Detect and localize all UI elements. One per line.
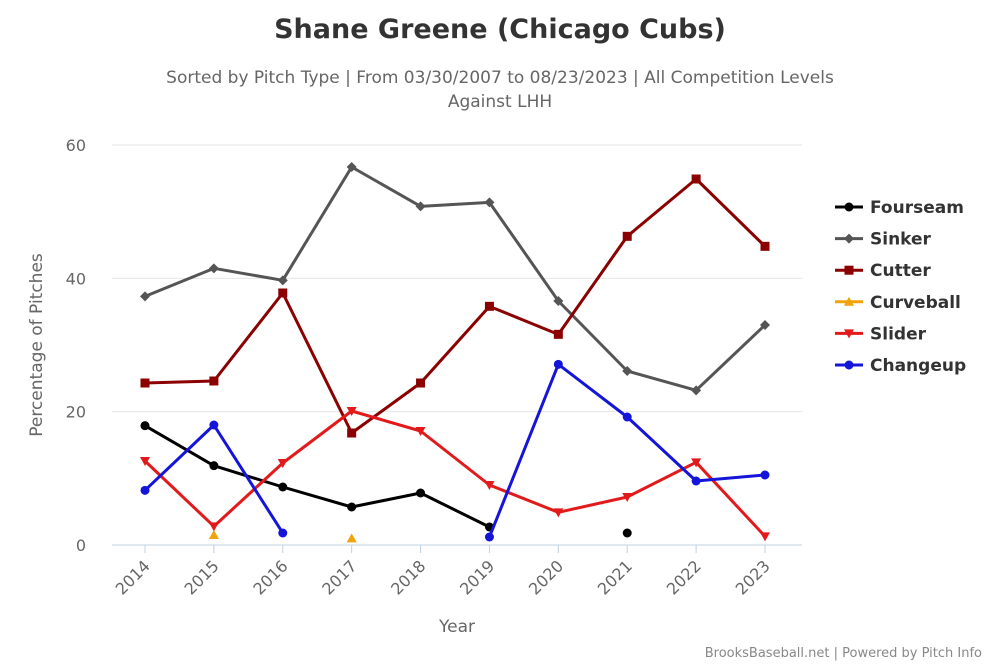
legend-cutter-marker [844, 265, 854, 275]
curveball-point [208, 530, 219, 539]
y-tick-label: 0 [76, 536, 86, 555]
cutter-point [622, 231, 632, 241]
legend-cutter-label: Cutter [870, 261, 931, 281]
chart-subtitle-2: Against LHH [447, 92, 553, 112]
cutter-point [347, 428, 357, 438]
sinker-point [760, 320, 770, 330]
cutter-point [553, 329, 563, 339]
cutter-point [278, 288, 288, 298]
legend-fourseam-label: Fourseam [870, 198, 964, 218]
slider-line [143, 409, 767, 538]
slider-point [691, 458, 702, 468]
slider-point [346, 407, 357, 416]
y-tick-label: 20 [66, 403, 86, 422]
changeup-line [488, 362, 766, 538]
fourseam-point [278, 482, 288, 492]
chart-title: Shane Greene (Chicago Cubs) [274, 14, 726, 45]
y-axis-label: Percentage of Pitches [27, 253, 47, 437]
legend-sinker-marker [844, 233, 854, 244]
legend-curveball-marker [844, 296, 854, 306]
slider-point [140, 457, 150, 466]
cutter-point [691, 174, 701, 184]
fourseam-point [209, 461, 219, 471]
sinker-point [277, 275, 288, 286]
cutter-point [484, 301, 494, 311]
x-tick-label: 2017 [318, 556, 360, 598]
changeup-point [484, 532, 494, 542]
slider-point [484, 481, 495, 490]
changeup-point [140, 485, 150, 495]
changeup-point [691, 476, 701, 486]
legend-changeup-marker [844, 360, 854, 370]
legend-curveball-label: Curveball [870, 293, 961, 313]
x-tick-label: 2015 [180, 556, 222, 598]
sinker-point [140, 291, 150, 302]
sinker-point [208, 263, 219, 274]
curveball-point [346, 533, 357, 543]
fourseam-point [622, 528, 632, 538]
cutter-line [144, 177, 767, 435]
sinker-point [553, 296, 564, 306]
fourseam-point [347, 502, 357, 512]
sinker-point [484, 197, 495, 208]
legend-changeup-label: Changeup [870, 356, 966, 376]
x-tick-label: 2014 [112, 556, 154, 598]
sinker-line [144, 165, 767, 392]
legend-slider-label: Slider [870, 324, 927, 344]
y-tick-label: 60 [66, 136, 86, 155]
changeup-point [760, 470, 770, 480]
x-tick-label: 2018 [387, 556, 429, 598]
legend-fourseam-marker [844, 202, 854, 212]
cutter-point [209, 376, 219, 386]
slider-point [208, 522, 219, 532]
x-tick-label: 2019 [456, 556, 498, 598]
x-axis-label: Year [438, 617, 475, 637]
changeup-point [278, 528, 288, 538]
credit-link[interactable]: BrooksBaseball.net | Powered by Pitch In… [704, 646, 982, 661]
legend-slider-marker [844, 329, 854, 339]
sinker-point [691, 385, 702, 396]
changeup-point [209, 420, 219, 430]
changeup-point [553, 359, 563, 369]
cutter-point [416, 378, 426, 388]
x-tick-label: 2022 [663, 556, 705, 598]
fourseam-line [144, 424, 491, 529]
x-tick-label: 2016 [249, 556, 291, 598]
sinker-point [622, 366, 633, 376]
slider-point [622, 493, 633, 502]
x-tick-label: 2020 [525, 556, 567, 598]
slider-point [415, 427, 426, 436]
legend-sinker-label: Sinker [870, 230, 932, 250]
sinker-point [415, 201, 426, 212]
cutter-point [140, 378, 150, 388]
changeup-point [622, 412, 632, 422]
fourseam-point [140, 421, 150, 431]
x-tick-label: 2021 [594, 556, 636, 598]
chart-subtitle: Sorted by Pitch Type | From 03/30/2007 t… [166, 68, 834, 88]
y-tick-label: 40 [66, 269, 86, 288]
slider-point [553, 508, 564, 518]
sinker-point [346, 162, 357, 172]
slider-point [277, 459, 288, 468]
fourseam-point [416, 488, 426, 498]
cutter-point [760, 241, 770, 251]
slider-point [760, 532, 770, 542]
x-tick-label: 2023 [732, 556, 774, 598]
